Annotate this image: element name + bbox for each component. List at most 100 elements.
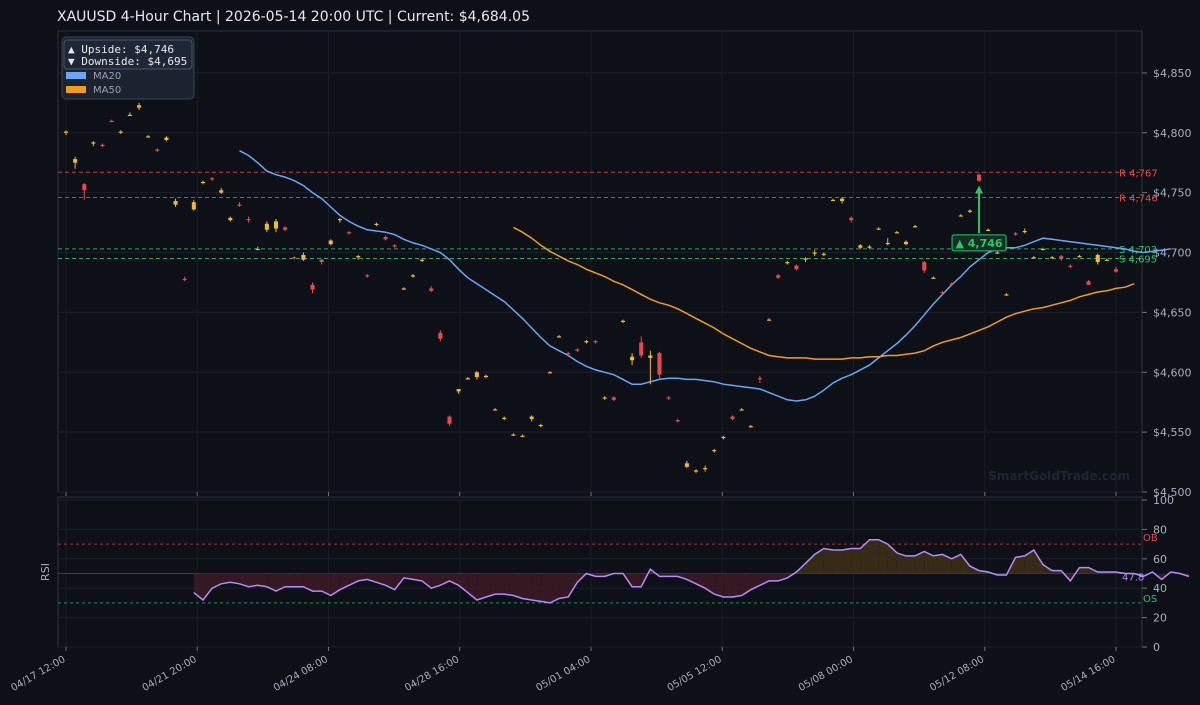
candle-body <box>155 149 160 151</box>
ma20-line <box>239 150 1171 402</box>
rsi-tick-label: 40 <box>1153 582 1167 595</box>
rsi-fill-segment <box>221 573 231 584</box>
rsi-fill-segment <box>531 573 541 602</box>
candle-body <box>310 284 315 290</box>
rsi-fill-segment <box>559 573 569 599</box>
candle-body <box>63 131 69 133</box>
candle-body <box>657 353 662 375</box>
candle-body <box>639 342 644 356</box>
rsi-fills <box>193 539 1190 603</box>
candle-body <box>995 252 1000 254</box>
candle-body <box>383 236 388 240</box>
candle-body <box>1068 265 1073 267</box>
candle-body <box>82 184 87 191</box>
rsi-fill-segment <box>257 573 267 587</box>
candle-body <box>319 259 324 263</box>
rsi-y-axis: 0 20 40 60 80 100 OB OS <box>1142 494 1174 654</box>
candle-body <box>648 355 653 358</box>
rsi-fill-segment <box>467 573 477 600</box>
candle-body <box>73 159 78 163</box>
x-tick-label: 04/17 12:00 <box>9 654 67 694</box>
candle-body <box>438 332 443 339</box>
price-y-axis: $4,500 $4,550 $4,600 $4,650 $4,700 $4,750 $4,8… <box>1142 67 1192 499</box>
candle-body <box>283 227 288 230</box>
price-tick-label: $4,600 <box>1153 366 1192 379</box>
price-tick-label: $4,850 <box>1153 67 1192 80</box>
candle-body <box>958 215 963 217</box>
candle-body <box>91 142 96 144</box>
rsi-fill-segment <box>906 555 916 574</box>
rsi-fill-segment <box>759 573 770 586</box>
rsi-fill-segment <box>732 573 742 598</box>
rsi-fill-segment <box>805 554 815 574</box>
rsi-fill-segment <box>832 549 843 574</box>
rsi-tick-label: 80 <box>1153 523 1167 536</box>
candle-body <box>986 229 991 231</box>
rsi-current-label: 47.8 <box>1122 572 1144 583</box>
candle-body <box>465 378 470 380</box>
candle-body <box>392 245 397 247</box>
level-label: R 4,767 <box>1119 168 1158 179</box>
candle-body <box>191 202 196 210</box>
candle-body <box>474 372 479 378</box>
rsi-fill-segment <box>294 573 304 587</box>
candle-body <box>365 275 370 277</box>
candle-body <box>520 435 525 437</box>
forecast-target-box <box>951 234 1007 252</box>
price-tick-label: $4,750 <box>1153 187 1192 200</box>
candle-body <box>703 468 708 470</box>
forecast-box <box>63 39 193 70</box>
level-label: S 4,703 <box>1119 245 1157 256</box>
level-label: S 4,695 <box>1119 255 1157 266</box>
candle-body <box>867 246 872 248</box>
rsi-fill-segment <box>202 573 213 600</box>
upside-text: ▲ Upside: $4,746 <box>68 43 174 56</box>
rsi-fill-segment <box>458 573 468 593</box>
candle-body <box>1077 256 1082 258</box>
candle-body <box>730 416 735 419</box>
forecast-arrow-head <box>975 185 984 194</box>
candle-body <box>922 262 927 271</box>
rsi-fill-segment <box>312 573 322 592</box>
rsi-lines: 47.8 <box>193 538 1190 604</box>
candle-body <box>1004 294 1009 296</box>
rsi-fill-segment <box>1015 555 1025 574</box>
level-label: R 4,746 <box>1119 193 1158 204</box>
rsi-fill-segment <box>330 573 340 596</box>
candlesticks <box>63 102 1119 473</box>
rsi-fill-segment <box>230 573 240 584</box>
x-tick-label: 05/05 12:00 <box>666 654 724 694</box>
rsi-fill-segment <box>842 548 852 574</box>
rsi-fill-segment <box>431 573 441 589</box>
rsi-fill-segment <box>778 573 788 581</box>
candle-body <box>776 275 781 278</box>
candle-body <box>940 292 945 294</box>
rsi-axis-label: RSI <box>39 563 52 581</box>
rsi-fill-segment <box>869 539 879 574</box>
candle-body <box>967 210 972 212</box>
rsi-fill-segment <box>549 573 560 603</box>
candle-body <box>538 424 543 427</box>
rsi-fill-segment <box>741 573 751 596</box>
candle-body <box>739 409 744 411</box>
candle-body <box>511 434 516 436</box>
candle-body <box>721 436 726 439</box>
rsi-fill-segment <box>504 573 514 596</box>
candle-body <box>100 144 105 146</box>
rsi-fill-segment <box>349 573 359 586</box>
candle-body <box>611 397 616 400</box>
price-tick-label: $4,650 <box>1153 306 1192 319</box>
candle-body <box>812 252 817 254</box>
candle-body <box>182 278 187 281</box>
x-tick-label: 05/08 00:00 <box>797 654 855 694</box>
candle-body <box>483 375 489 378</box>
candle-body <box>127 114 132 117</box>
candle-body <box>712 450 717 452</box>
rsi-fill-segment <box>632 573 642 587</box>
candle-body <box>1104 259 1109 261</box>
candle-body <box>1031 257 1036 259</box>
candle-body <box>748 426 753 428</box>
candle-body <box>566 353 571 355</box>
rsi-fill-segment <box>896 552 906 574</box>
